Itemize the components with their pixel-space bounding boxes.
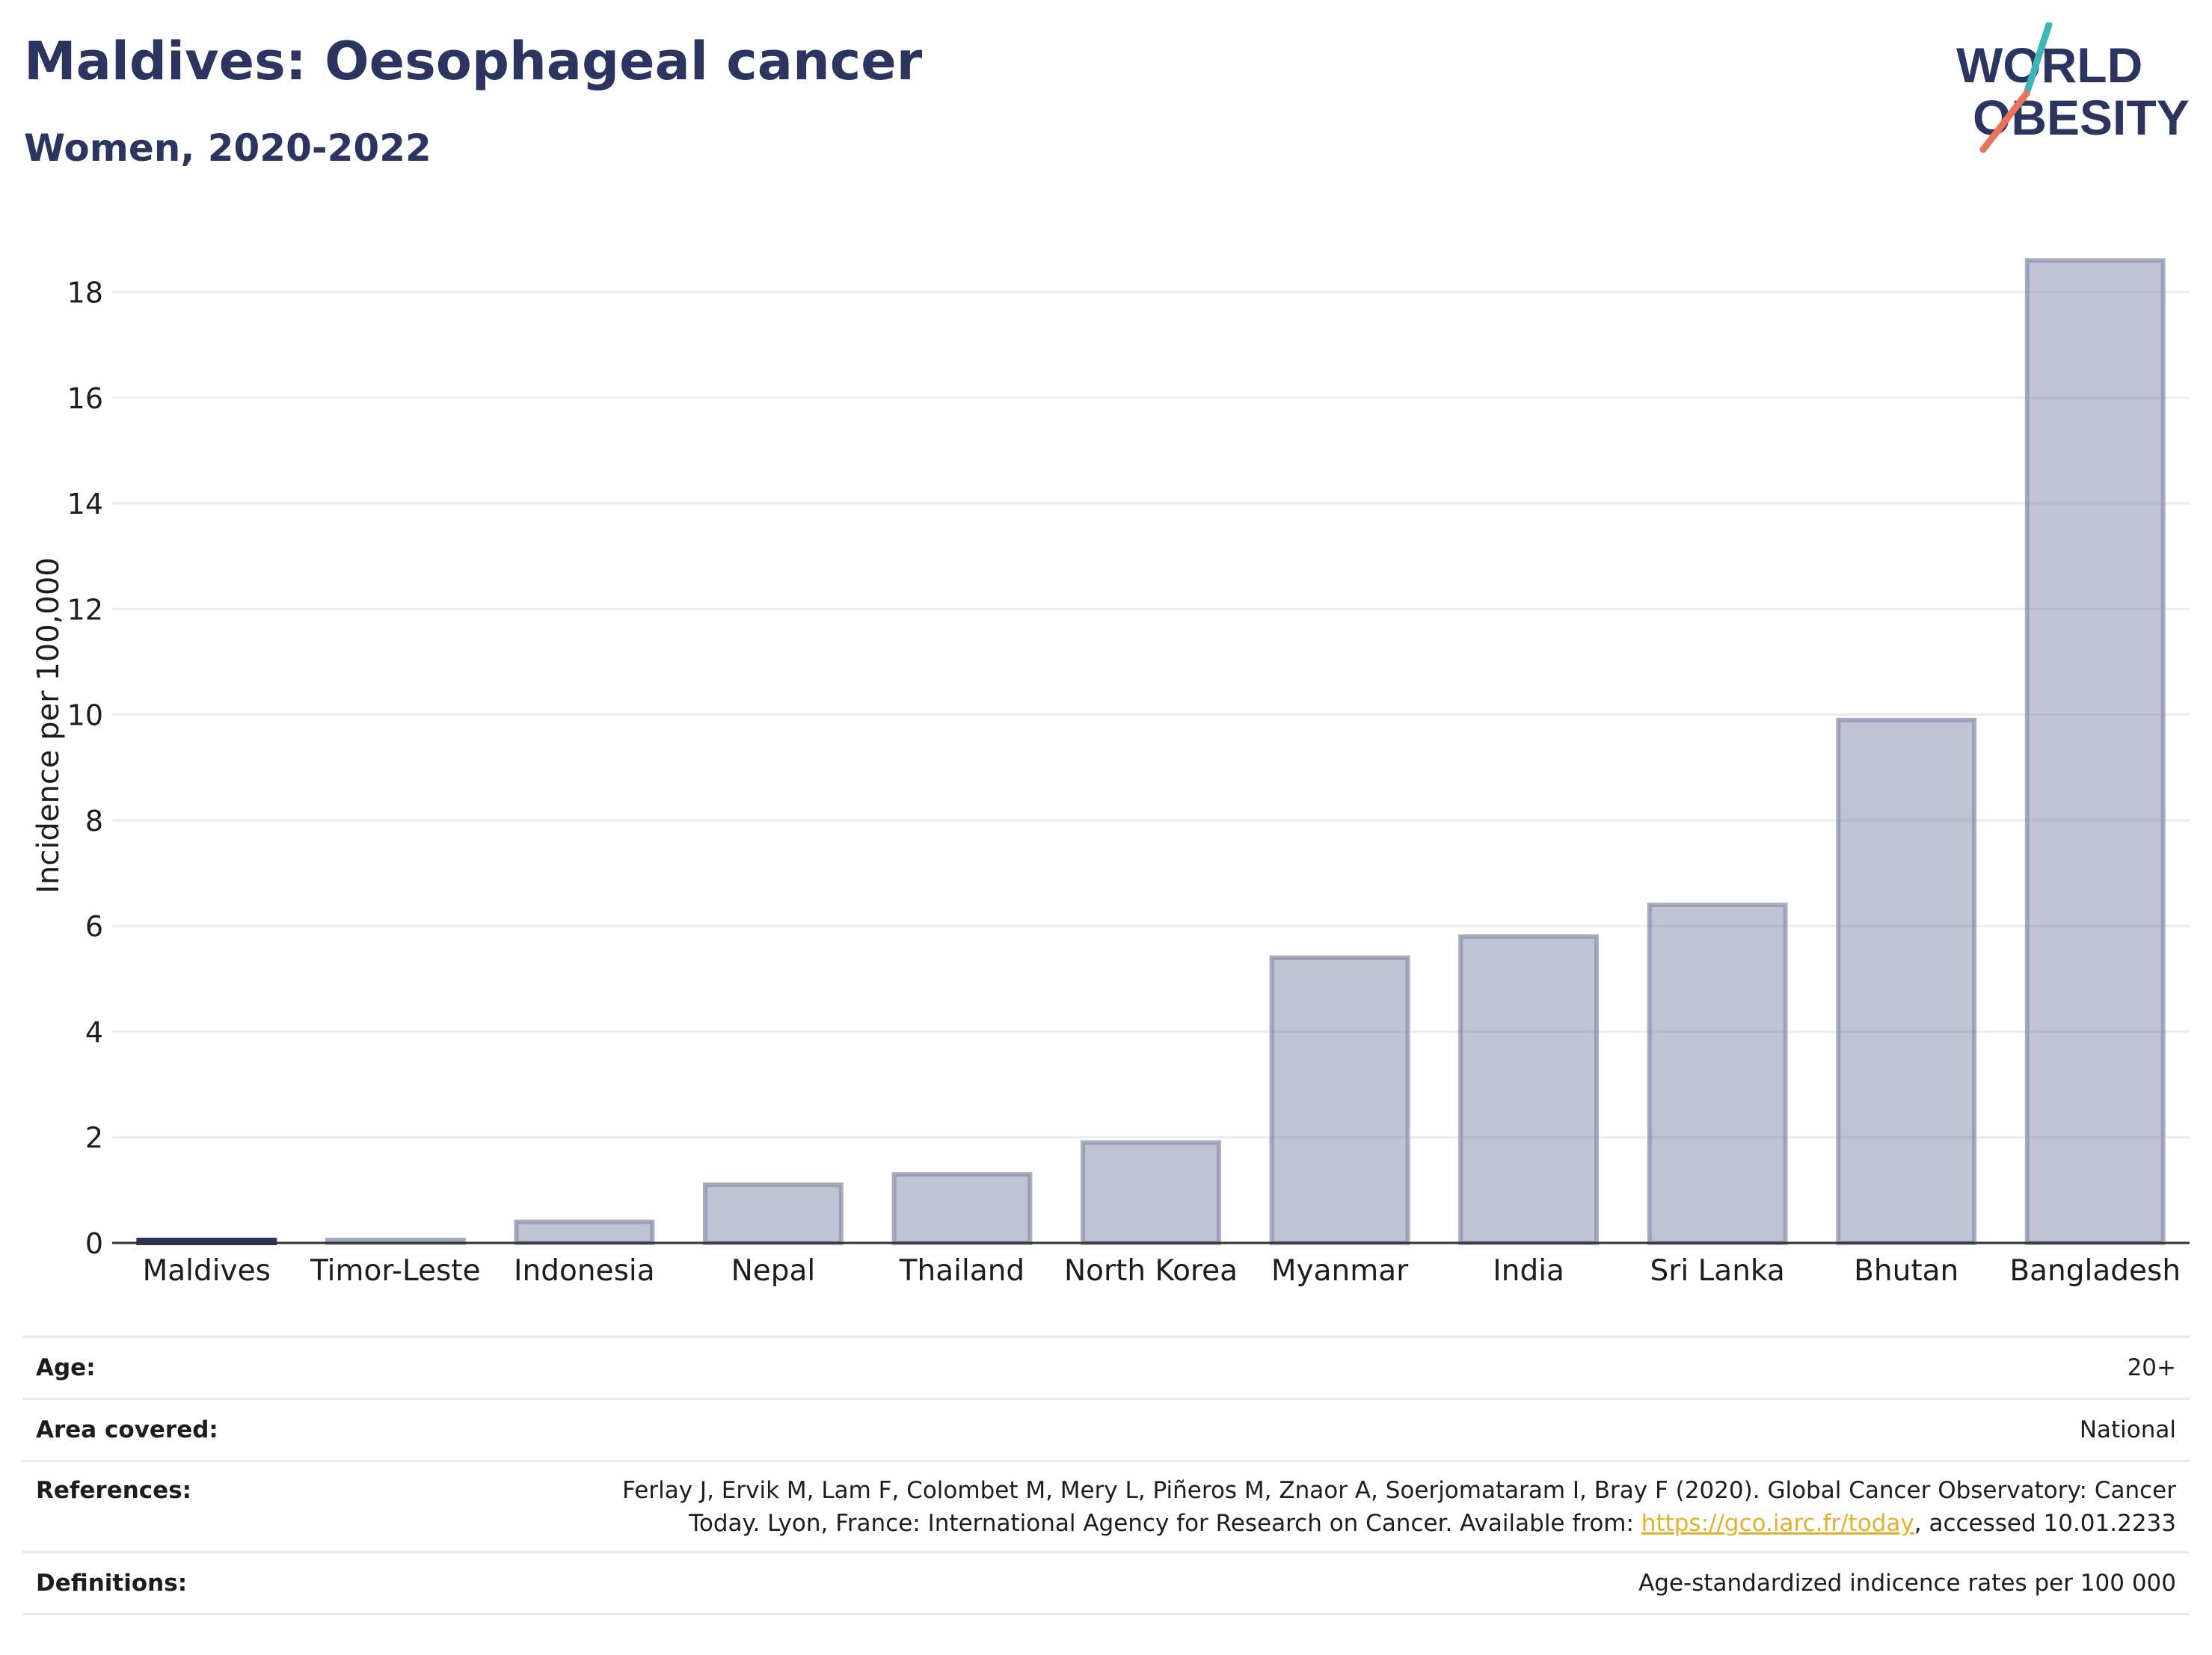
y-tick-label: 18 — [67, 277, 103, 310]
logo-slash-coral — [1979, 90, 2030, 153]
references-value: Ferlay J, Ervik M, Lam F, Colombet M, Me… — [622, 1474, 2176, 1540]
x-tick-label: North Korea — [1064, 1254, 1238, 1288]
age-value: 20+ — [2127, 1354, 2176, 1381]
bar-indonesia[interactable] — [514, 1219, 655, 1245]
references-label: References: — [36, 1477, 192, 1504]
area-label: Area covered: — [36, 1416, 218, 1443]
y-tick-label: 6 — [85, 910, 103, 943]
bar-india[interactable] — [1458, 934, 1600, 1245]
y-tick-label: 2 — [85, 1122, 103, 1155]
x-tick-label: Bangladesh — [2009, 1254, 2181, 1288]
chart-title: Maldives: Oesophageal cancer — [24, 31, 923, 92]
references-text-line2: Today. Lyon, France: International Agenc… — [689, 1510, 1641, 1537]
x-tick-label: Maldives — [143, 1254, 271, 1288]
y-tick-label: 12 — [67, 593, 103, 626]
meta-row-definitions: Definitions: Age-standardized indicence … — [22, 1553, 2190, 1615]
x-tick-label: Thailand — [899, 1254, 1024, 1288]
x-tick-label: India — [1493, 1254, 1564, 1288]
chart-subtitle: Women, 2020-2022 — [24, 126, 431, 170]
x-tick-label: Sri Lanka — [1650, 1254, 1785, 1288]
x-tick-label: Bhutan — [1854, 1254, 1958, 1288]
y-tick-label: 0 — [85, 1227, 103, 1260]
y-axis-label: Incidence per 100,000 — [31, 557, 66, 894]
bar-bangladesh[interactable] — [2024, 258, 2166, 1245]
references-link[interactable]: https://gco.iarc.fr/today — [1641, 1510, 1914, 1537]
world-obesity-logo: WORLD OBESITY — [1956, 22, 2190, 153]
meta-row-references: References: Ferlay J, Ervik M, Lam F, Co… — [22, 1462, 2190, 1553]
y-tick-label: 10 — [67, 699, 103, 732]
axes: 0 2 4 6 8 10 12 14 16 18 Maldives Timor-Leste Indone… — [67, 277, 2190, 1288]
logo-line1: WORLD — [1956, 37, 2142, 93]
y-tick-label: 16 — [67, 382, 103, 415]
y-tick-label: 8 — [85, 805, 103, 838]
bar-nepal[interactable] — [702, 1182, 844, 1246]
meta-row-area: Area covered: National — [22, 1400, 2190, 1462]
references-text-accessed: , accessed 10.01.2233 — [1914, 1510, 2176, 1537]
definitions-value: Age-standardized indicence rates per 100… — [1638, 1570, 2176, 1597]
bar-thailand[interactable] — [891, 1172, 1033, 1246]
x-tick-label: Nepal — [731, 1254, 816, 1288]
bar-bhutan[interactable] — [1836, 717, 1977, 1245]
definitions-label: Definitions: — [36, 1570, 188, 1597]
x-tick-label: Myanmar — [1271, 1254, 1409, 1288]
gridlines — [112, 291, 2190, 1139]
bar-sri-lanka[interactable] — [1647, 902, 1788, 1245]
x-tick-label: Indonesia — [514, 1254, 655, 1288]
bar-myanmar[interactable] — [1269, 955, 1410, 1245]
meta-row-age: Age: 20+ — [22, 1338, 2190, 1400]
logo-slash-teal — [2023, 22, 2053, 97]
bar-chart: 0 2 4 6 8 10 12 14 16 18 Maldives Timor-Leste Indone… — [31, 258, 2190, 1288]
age-label: Age: — [36, 1354, 96, 1381]
references-text-line1: Ferlay J, Ervik M, Lam F, Colombet M, Me… — [622, 1477, 2176, 1504]
y-tick-label: 14 — [67, 488, 103, 521]
x-tick-label: Timor-Leste — [310, 1254, 481, 1288]
bar-north-korea[interactable] — [1081, 1140, 1221, 1246]
metadata-table: Age: 20+ Area covered: National Referenc… — [22, 1336, 2190, 1615]
bars — [136, 258, 2166, 1246]
y-tick-label: 4 — [85, 1016, 103, 1048]
area-value: National — [2079, 1416, 2176, 1443]
